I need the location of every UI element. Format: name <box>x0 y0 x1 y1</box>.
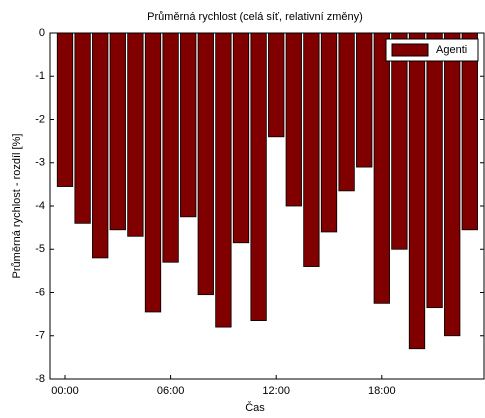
bar <box>232 32 250 244</box>
bar <box>109 32 126 231</box>
bar <box>127 32 144 237</box>
bar <box>426 32 443 309</box>
bar <box>56 32 74 187</box>
bar <box>303 32 320 267</box>
y-tick-label: -5 <box>35 243 45 255</box>
y-tick-label: -1 <box>35 70 45 82</box>
chart-title: Průměrná rychlost (celá síť, relativní z… <box>147 11 363 23</box>
bar <box>391 32 408 250</box>
y-tick-label: -2 <box>35 113 45 125</box>
bar <box>285 32 302 207</box>
bar <box>320 32 338 233</box>
bar <box>162 32 179 263</box>
bar <box>373 32 390 304</box>
bar <box>144 32 162 313</box>
bar <box>444 32 461 337</box>
x-axis-label: Čas <box>245 401 265 414</box>
bar <box>356 32 373 168</box>
bar <box>74 32 91 224</box>
y-tick-label: 0 <box>39 27 45 39</box>
bar <box>250 32 267 322</box>
y-tick-label: -3 <box>35 157 45 169</box>
y-axis-label: Průměrná rychlost - rozdíl [%] <box>11 134 23 279</box>
x-tick-label: 06:00 <box>157 385 185 397</box>
y-tick-label: -8 <box>35 373 45 385</box>
axes-frame <box>49 32 485 380</box>
bar <box>408 32 426 350</box>
x-tick-label: 18:00 <box>368 385 396 397</box>
legend-label: Agenti <box>436 44 467 56</box>
y-tick-label: -4 <box>35 200 45 212</box>
bar <box>215 32 232 328</box>
x-tick-label: 12:00 <box>262 385 290 397</box>
bar <box>268 32 285 138</box>
bar <box>180 32 197 218</box>
x-tick-label: 00:00 <box>51 385 79 397</box>
bar <box>197 32 214 296</box>
y-tick-label: -6 <box>35 286 45 298</box>
bar <box>338 32 355 192</box>
bar <box>92 32 109 259</box>
legend-swatch <box>391 43 429 57</box>
y-tick-label: -7 <box>35 330 45 342</box>
bar <box>461 32 478 231</box>
